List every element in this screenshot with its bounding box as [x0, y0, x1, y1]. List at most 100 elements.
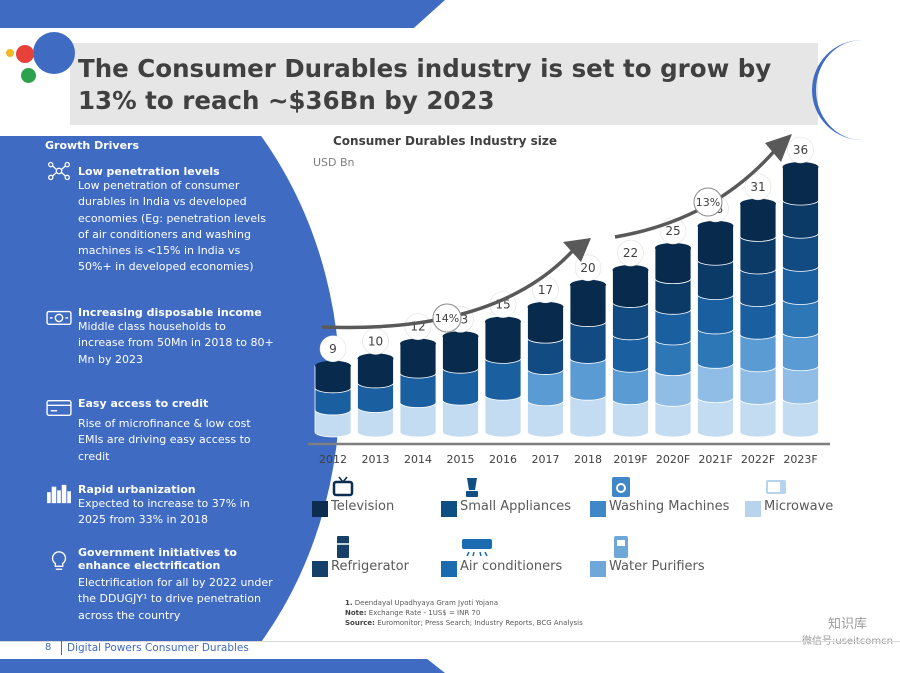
- value-label-2013: 10: [368, 334, 383, 348]
- footer-title: Digital Powers Consumer Durables: [67, 642, 249, 654]
- legend-label: Washing Machines: [609, 499, 730, 514]
- network-icon: [48, 161, 71, 181]
- tv-icon: [332, 476, 354, 497]
- value-label-2018: 20: [580, 261, 595, 275]
- bar-segment-2019F: [612, 269, 649, 308]
- driver-title: Easy access to credit: [78, 397, 209, 410]
- driver-low-penetration: Low penetration levels Low penetration o…: [44, 160, 274, 276]
- note-text: Exchange Rate - 1US$ = INR 70: [368, 609, 481, 617]
- bar-segment-2014: [399, 372, 437, 408]
- legend-label: Small Appliances: [460, 499, 571, 514]
- footnote-line: 1. Deendayal Upadhyaya Gram Jyoti Yojana: [345, 598, 583, 608]
- ac-icon: [462, 539, 492, 557]
- cagr-badge-2: [693, 187, 723, 217]
- logo-dot-green: [21, 68, 36, 83]
- driver-disposable-income: Increasing disposable income Middle clas…: [44, 306, 274, 368]
- footer-separator: [61, 641, 62, 655]
- industry-size-chart: 9201210201312201413201515201617201720201…: [308, 134, 830, 466]
- growth-arrow-1: [321, 244, 579, 330]
- driver-credit-access: Easy access to credit Rise of microfinan…: [44, 397, 274, 465]
- bar-segment-2021F: [697, 397, 734, 438]
- bar-cap-2014: [400, 338, 436, 349]
- bar-segment-2020F: [654, 278, 692, 315]
- growth-arrow-2-head: [765, 134, 792, 162]
- driver-title: Low penetration levels: [78, 165, 220, 178]
- watermark-title: 知识库: [827, 617, 867, 632]
- value-label-2023F: 36: [793, 143, 808, 157]
- bottom-decor-band: [0, 659, 445, 673]
- footer-divider: [0, 641, 900, 642]
- bar-segment-2016: [484, 321, 522, 364]
- bar-segment-2022F: [739, 203, 777, 242]
- bar-segment-2016: [484, 357, 522, 401]
- driver-title: Government initiatives to enhance electr…: [78, 546, 237, 572]
- bar-segment-2021F: [697, 259, 734, 300]
- bar-segment-2015: [442, 367, 479, 406]
- bar-segment-2023F: [782, 365, 819, 405]
- bar-segment-2013: [357, 407, 394, 438]
- money-icon: [46, 310, 72, 326]
- bar-segment-2022F: [739, 333, 777, 373]
- x-tick-2015: 2015: [447, 453, 475, 466]
- value-badge-2012: [319, 335, 347, 363]
- x-tick-2014: 2014: [404, 453, 432, 466]
- cagr-badge-1: [432, 303, 462, 333]
- bar-cap-2019F: [612, 265, 649, 276]
- value-badge-2019F: [617, 239, 644, 267]
- cagr-label-1: 14%: [435, 312, 459, 325]
- bar-segment-2019F: [612, 366, 649, 406]
- bar-segment-2017: [527, 400, 564, 438]
- bar-segment-2023F: [782, 166, 819, 206]
- bar-segment-2019F: [612, 334, 649, 373]
- bar-segment-2020F: [654, 339, 692, 377]
- legend-label: Refrigerator: [331, 559, 409, 574]
- bar-segment-2018: [569, 357, 607, 401]
- x-tick-2013: 2013: [362, 453, 390, 466]
- legend-swatch-water-purifiers: [590, 561, 606, 577]
- page-number: 8: [45, 642, 52, 653]
- credit-card-icon: [46, 399, 72, 417]
- growth-drivers-panel: [0, 136, 340, 642]
- footnotes: 1. Deendayal Upadhyaya Gram Jyoti Yojana…: [345, 598, 583, 628]
- value-label-2020F: 25: [665, 224, 680, 238]
- footnote-number: 1.: [345, 599, 353, 607]
- city-icon: [47, 484, 71, 504]
- driver-urbanization: Rapid urbanization Expected to increase …: [44, 483, 274, 529]
- chart-title: Consumer Durables Industry size: [333, 134, 558, 148]
- bar-segment-2022F: [739, 268, 777, 308]
- bar-segment-2015: [442, 399, 479, 438]
- page-title: The Consumer Durables industry is set to…: [78, 54, 772, 115]
- bar-segment-2014: [399, 402, 437, 438]
- purifier-icon: [614, 536, 628, 558]
- x-tick-2018: 2018: [574, 453, 602, 466]
- bar-segment-2023F: [782, 398, 819, 438]
- bar-segment-2020F: [654, 247, 692, 285]
- bar-segment-2022F: [739, 399, 777, 438]
- source-text: Euromonitor; Press Search; Industry Repo…: [377, 619, 583, 627]
- bar-segment-2013: [357, 357, 394, 389]
- legend-swatch-television: [312, 501, 328, 517]
- driver-text: Expected to increase to 37% in 2025 from…: [78, 497, 250, 527]
- bar-segment-2018: [569, 394, 607, 438]
- bar-segment-2015: [442, 335, 479, 374]
- note-line: Note: Exchange Rate - 1US$ = INR 70: [345, 608, 583, 618]
- value-badge-2023F: [787, 136, 814, 164]
- x-tick-2022F: 2022F: [741, 453, 775, 466]
- legend-swatch-air-conditioners: [441, 561, 457, 577]
- source-line: Source: Euromonitor; Press Search; Indus…: [345, 618, 583, 628]
- bar-segment-2021F: [697, 294, 734, 335]
- value-label-2019F: 22: [623, 246, 638, 260]
- chart-unit-label: USD Bn: [313, 156, 355, 169]
- logo-dot-yellow: [6, 49, 14, 57]
- bar-cap-2018: [570, 279, 606, 290]
- legend-swatch-refrigerator: [312, 561, 328, 577]
- bar-segment-2020F: [654, 400, 692, 438]
- bar-segment-2023F: [782, 265, 819, 305]
- bar-cap-2015: [442, 331, 479, 342]
- legend-label: Television: [331, 499, 395, 514]
- cagr-label-2: 13%: [696, 196, 720, 209]
- legend-swatch-washing-machines: [590, 501, 606, 517]
- driver-title: Rapid urbanization: [78, 483, 196, 496]
- bar-segment-2022F: [739, 236, 777, 275]
- bar-segment-2023F: [782, 332, 819, 372]
